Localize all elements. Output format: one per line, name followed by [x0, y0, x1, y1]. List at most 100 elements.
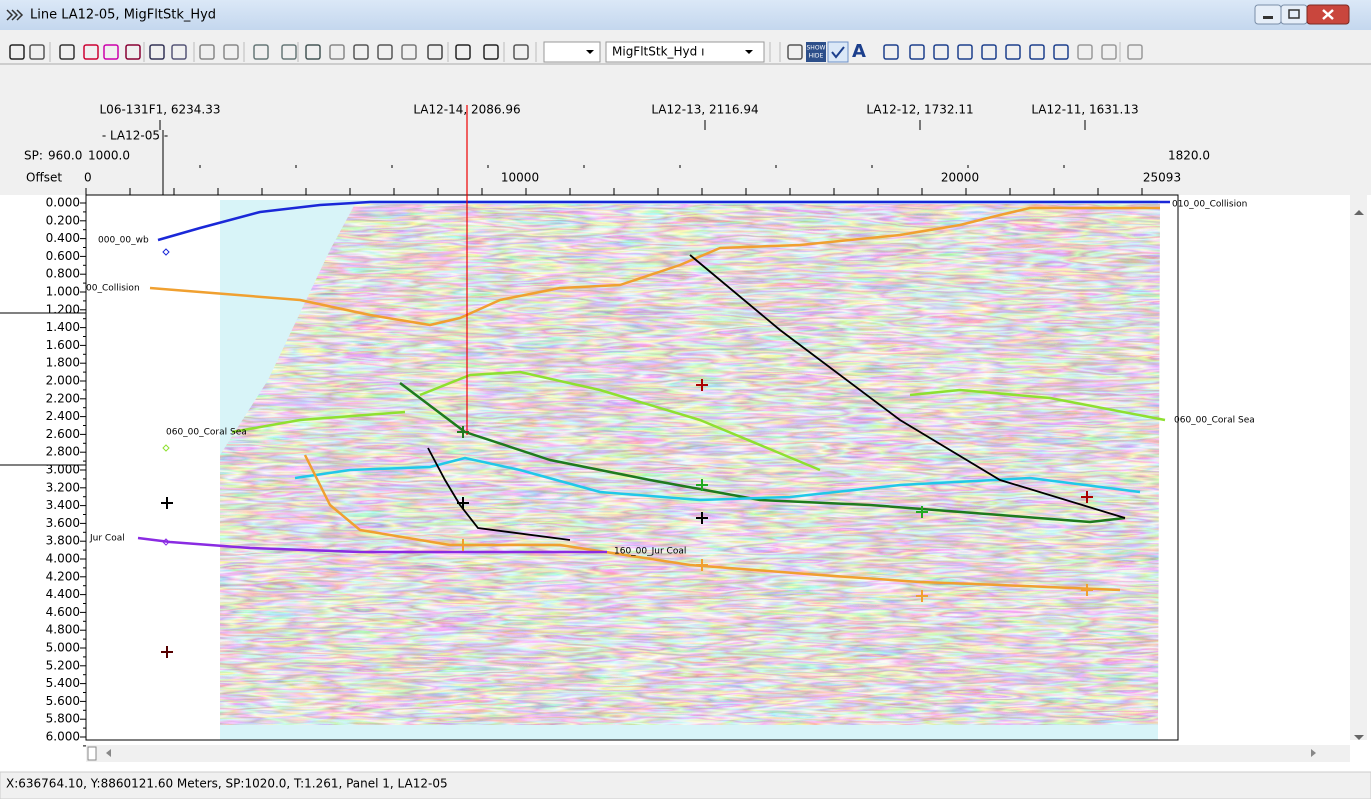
toolbar-button[interactable] [483, 44, 499, 60]
minimize-button[interactable] [1254, 4, 1282, 25]
toolbar-button[interactable] [933, 44, 949, 60]
header-panel [0, 64, 1371, 195]
dataset-dropdown[interactable] [605, 41, 765, 63]
maximize-button[interactable] [1280, 4, 1308, 25]
toolbar-button[interactable] [1127, 44, 1143, 60]
time-tick-label: 2.000 [46, 374, 80, 388]
toolbar-button[interactable] [149, 44, 165, 60]
toolbar-button[interactable] [981, 44, 997, 60]
toolbar-button[interactable] [401, 44, 417, 60]
toolbar-button[interactable] [1029, 44, 1045, 60]
time-tick-label: 5.200 [46, 658, 80, 672]
toolbar-button[interactable] [427, 44, 443, 60]
time-tick-label: 3.200 [46, 480, 80, 494]
offset-tick-label: 0 [84, 171, 92, 185]
toolbar-button[interactable] [1005, 44, 1021, 60]
horizon-label: 010_00_Collision [1172, 200, 1247, 210]
line-label: - LA12-05 - [102, 129, 168, 143]
toolbar-button[interactable] [59, 44, 75, 60]
toolbar-button[interactable] [281, 44, 297, 60]
time-tick-label: 5.800 [46, 712, 80, 726]
time-tick-label: 2.800 [46, 445, 80, 459]
toolbar-button[interactable] [513, 44, 529, 60]
horizon-label: 00_Collision [86, 284, 140, 294]
time-tick-label: 0.400 [46, 231, 80, 245]
toolbar-button[interactable] [83, 44, 99, 60]
plot-frame [85, 194, 1179, 741]
hide-text: HIDE [809, 53, 824, 60]
horizon-green [399, 382, 1126, 524]
horizon-label: 060_00_Coral Sea [166, 428, 247, 438]
toolbar-button[interactable] [9, 44, 25, 60]
toolbar-button[interactable] [787, 44, 803, 60]
well-label: LA12-12, 1732.11 [866, 103, 973, 117]
text-tool[interactable]: A [852, 41, 866, 62]
toolbar-button[interactable] [199, 44, 215, 60]
sp-tick-label: 1820.0 [1168, 149, 1210, 163]
horizon-marker [162, 248, 170, 256]
pick-marker [696, 479, 708, 491]
horizon-label: Jur Coal [89, 534, 125, 544]
seismic-section [220, 204, 1160, 725]
time-tick-label: 5.400 [46, 676, 80, 690]
well-label: LA12-11, 1631.13 [1031, 103, 1138, 117]
offset-tick-label: 10000 [501, 171, 539, 185]
time-tick-label: 3.000 [46, 463, 80, 477]
fault [427, 447, 571, 541]
app-icon [6, 9, 24, 21]
toolbar-button[interactable] [455, 44, 471, 60]
well-label: L06-131F1, 6234.33 [100, 103, 221, 117]
dropdown-arrow [586, 50, 594, 54]
toolbar-button[interactable] [1053, 44, 1069, 60]
toolbar-button[interactable] [883, 44, 899, 60]
toolbar-button[interactable] [377, 44, 393, 60]
toolbar-button[interactable] [909, 44, 925, 60]
scroll-thumb[interactable] [87, 746, 97, 761]
toolbar-button[interactable] [29, 44, 45, 60]
pick-marker [916, 506, 928, 518]
time-tick-label: 1.600 [46, 338, 80, 352]
toolbar-button[interactable] [125, 44, 141, 60]
toolbar-button[interactable] [223, 44, 239, 60]
toolbar-button[interactable] [1101, 44, 1117, 60]
scale-dropdown[interactable] [543, 41, 601, 63]
time-tick-label: 3.800 [46, 534, 80, 548]
toolbar-button[interactable] [1077, 44, 1093, 60]
time-tick-label: 4.800 [46, 623, 80, 637]
time-tick-label: 4.200 [46, 569, 80, 583]
pick-marker [696, 512, 708, 524]
toolbar-button[interactable] [171, 44, 187, 60]
fault [689, 254, 1126, 519]
toolbar-button[interactable] [957, 44, 973, 60]
horizontal-scrollbar[interactable] [86, 745, 1350, 762]
toolbar-button[interactable] [253, 44, 269, 60]
time-tick-label: 2.600 [46, 427, 80, 441]
horizon-cyan [294, 456, 1141, 502]
horizon-marker [162, 538, 170, 546]
check-icon [831, 46, 845, 59]
time-tick-label: 0.000 [46, 196, 80, 210]
maximize-icon [1288, 9, 1300, 19]
toolbar-button[interactable] [353, 44, 369, 60]
toolbar-button[interactable] [103, 44, 119, 60]
toolbar-button[interactable] [305, 44, 321, 60]
vertical-scrollbar[interactable] [1350, 195, 1367, 740]
time-tick-label: 1.400 [46, 320, 80, 334]
show-hide-button[interactable] [806, 42, 826, 62]
time-tick-label: 5.000 [46, 641, 80, 655]
sp-label: SP: [24, 149, 43, 163]
offset-label: Offset [26, 171, 62, 185]
check-button[interactable] [827, 41, 849, 63]
time-tick-label: 3.400 [46, 498, 80, 512]
pick-marker [161, 646, 173, 658]
horizon-collision [149, 206, 1160, 327]
toolbar-button[interactable] [329, 44, 345, 60]
horizon-marker [162, 444, 170, 452]
horizon-coral-sea [231, 410, 406, 434]
dropdown-arrow [745, 50, 753, 54]
offset-tick-label: 20000 [941, 171, 979, 185]
sp-tick-label: 1000.0 [88, 149, 130, 163]
window-title: Line LA12-05, MigFltStk_Hyd [30, 8, 216, 23]
title-bar [0, 0, 1371, 30]
time-tick-label: 1.800 [46, 356, 80, 370]
